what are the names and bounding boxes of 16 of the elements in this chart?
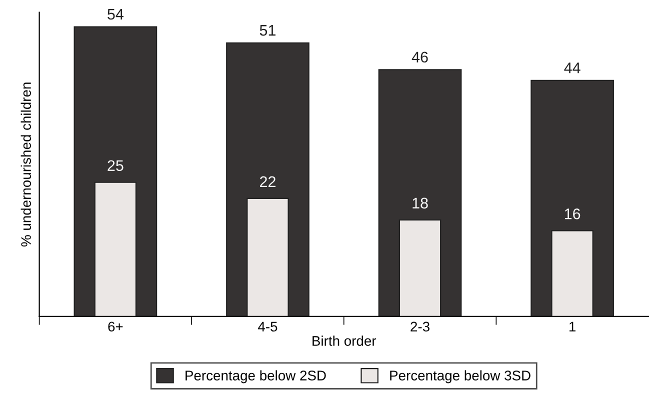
data-label: 18: [412, 198, 428, 209]
legend-label: Percentage below 3SD: [390, 370, 530, 384]
data-label: 44: [564, 62, 580, 74]
data-label: 25: [108, 160, 124, 172]
x-tick-label: 6+: [108, 322, 123, 332]
data-label: 54: [108, 8, 124, 20]
data-label: 22: [260, 176, 276, 187]
data-label: 16: [564, 208, 580, 220]
x-axis-title: Birth order: [312, 336, 376, 346]
y-axis-title: % undernourished children: [20, 82, 31, 247]
legend-label: Percentage below 2SD: [186, 370, 326, 384]
x-tick-label: 4-5: [258, 322, 278, 332]
x-tick-label: 1: [570, 322, 576, 332]
x-tick-label: 2-3: [410, 322, 430, 332]
data-label: 51: [260, 25, 276, 36]
data-label: 46: [412, 52, 428, 63]
